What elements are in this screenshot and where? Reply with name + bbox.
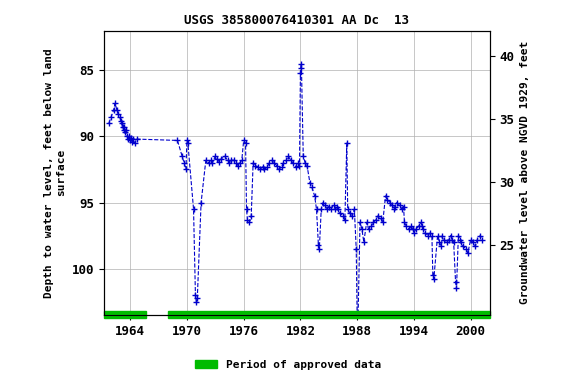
Y-axis label: Depth to water level, feet below land
surface: Depth to water level, feet below land su… (44, 48, 66, 298)
Bar (168, 311, 490, 318)
Y-axis label: Groundwater level above NGVD 1929, feet: Groundwater level above NGVD 1929, feet (520, 41, 530, 305)
Bar (104, 311, 146, 318)
Title: USGS 385800076410301 AA Dc  13: USGS 385800076410301 AA Dc 13 (184, 14, 409, 27)
Legend: Period of approved data: Period of approved data (191, 356, 385, 375)
